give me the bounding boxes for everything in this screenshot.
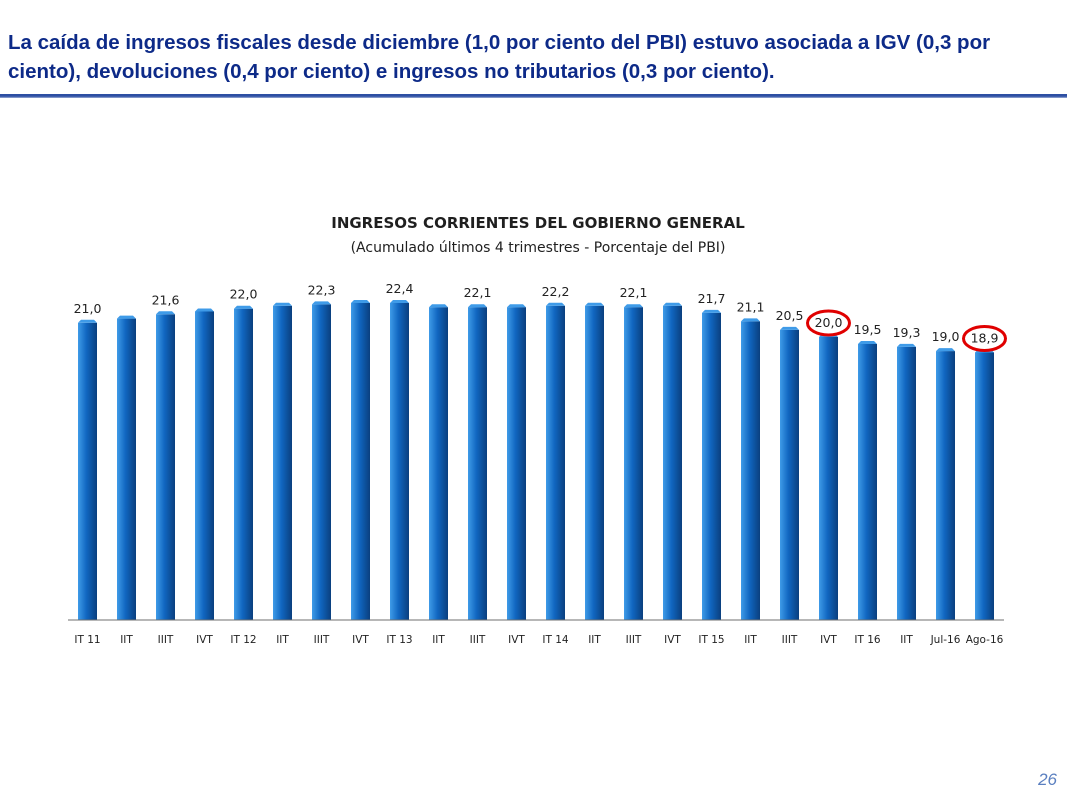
bar-cap <box>780 326 799 330</box>
bar-cap <box>351 300 370 303</box>
bar <box>507 307 526 620</box>
bar <box>117 318 136 620</box>
data-label: 22,2 <box>542 284 570 299</box>
bar-cap <box>78 319 97 323</box>
x-tick-label: IT 15 <box>698 634 724 646</box>
x-tick-label: IIT <box>120 634 133 646</box>
chart-subtitle: (Acumulado últimos 4 trimestres - Porcen… <box>351 240 726 256</box>
x-tick-label: Jul-16 <box>930 634 961 646</box>
x-tick-label: IIIT <box>782 634 798 646</box>
bar-chart: INGRESOS CORRIENTES DEL GOBIERNO GENERAL… <box>68 214 1007 646</box>
highlight-circle <box>962 325 1007 352</box>
x-tick-label: IIT <box>276 634 289 646</box>
bar-cap <box>234 305 253 309</box>
x-tick-label: IIIT <box>470 634 486 646</box>
data-label: 19,0 <box>932 329 960 344</box>
data-label: 20,0 <box>815 315 843 330</box>
bar <box>429 307 448 620</box>
x-tick-label: IT 13 <box>386 634 412 646</box>
bar <box>858 344 877 620</box>
highlight-circle <box>806 309 851 337</box>
x-tick-label: IT 12 <box>230 634 256 646</box>
bar-cap <box>546 302 565 306</box>
bar <box>234 308 253 620</box>
data-label: 22,3 <box>308 282 336 297</box>
bar <box>546 305 565 620</box>
bar-cap <box>156 311 175 315</box>
bar-cap <box>663 302 682 306</box>
x-tick-label: IIT <box>432 634 445 646</box>
data-label: 19,5 <box>854 322 882 337</box>
bar-cap <box>273 302 292 306</box>
x-tick-label: Ago-16 <box>966 634 1004 646</box>
bar-cap <box>429 304 448 308</box>
data-label: 22,4 <box>386 281 414 296</box>
bar-series: 21,0 IT 11 IIT 21,6 IIIT IVT 22,0 IT 12 IIT 22,3 I… <box>74 281 1007 646</box>
x-tick-label: IT 11 <box>74 634 100 646</box>
bar-cap <box>624 304 643 308</box>
bar <box>78 322 97 620</box>
bar-cap <box>390 300 409 303</box>
bar <box>390 303 409 620</box>
page-number: 26 <box>1038 770 1057 789</box>
data-label: 22,1 <box>620 285 648 300</box>
bar <box>273 305 292 620</box>
bar <box>780 329 799 620</box>
bar-cap <box>858 341 877 344</box>
chart-title: INGRESOS CORRIENTES DEL GOBIERNO GENERAL <box>331 214 745 232</box>
bar <box>819 337 838 620</box>
x-tick-label: IIT <box>588 634 601 646</box>
bar <box>156 314 175 620</box>
bar <box>897 346 916 620</box>
data-label: 19,3 <box>893 325 921 340</box>
data-label: 21,7 <box>698 291 726 306</box>
bar-cap <box>507 304 526 308</box>
bar-cap <box>585 302 604 306</box>
data-label: 22,0 <box>230 287 258 302</box>
x-tick-label: IIT <box>744 634 757 646</box>
data-label: 18,9 <box>971 331 999 346</box>
bar <box>663 305 682 620</box>
x-tick-label: IT 16 <box>854 634 881 646</box>
x-tick-label: IVT <box>196 634 213 646</box>
title-divider <box>0 94 1067 98</box>
bar-cap <box>936 348 955 352</box>
data-label: 20,5 <box>776 308 804 323</box>
bar <box>975 352 994 620</box>
x-tick-label: IIT <box>900 634 913 646</box>
bar-cap <box>897 343 916 347</box>
data-label: 22,1 <box>464 285 492 300</box>
bar <box>741 321 760 620</box>
x-tick-label: IT 14 <box>542 634 569 646</box>
x-tick-label: IVT <box>352 634 369 646</box>
bar-cap <box>312 301 331 305</box>
bar-cap <box>117 315 136 319</box>
bar <box>195 311 214 620</box>
bar <box>624 307 643 620</box>
bar <box>351 303 370 620</box>
x-tick-label: IIIT <box>626 634 642 646</box>
bar <box>585 305 604 620</box>
x-tick-label: IVT <box>508 634 525 646</box>
bar <box>312 304 331 620</box>
x-tick-label: IIIT <box>158 634 174 646</box>
data-label: 21,0 <box>74 301 102 316</box>
data-label: 21,6 <box>152 292 180 307</box>
bar-cap <box>741 318 760 322</box>
bar-cap <box>468 304 487 308</box>
bar <box>936 351 955 620</box>
bar-cap <box>702 309 721 313</box>
slide-title: La caída de ingresos fiscales desde dici… <box>8 31 991 83</box>
x-tick-label: IVT <box>664 634 681 646</box>
x-tick-label: IVT <box>820 634 837 646</box>
data-label: 21,1 <box>737 299 765 314</box>
bar-cap <box>195 308 214 312</box>
bar <box>702 312 721 620</box>
x-tick-label: IIIT <box>314 634 330 646</box>
bar <box>468 307 487 620</box>
